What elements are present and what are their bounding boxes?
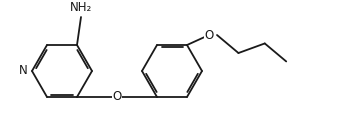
Text: NH₂: NH₂ [70, 1, 92, 14]
Text: N: N [19, 64, 28, 78]
Text: O: O [204, 29, 213, 42]
Text: O: O [112, 91, 122, 104]
